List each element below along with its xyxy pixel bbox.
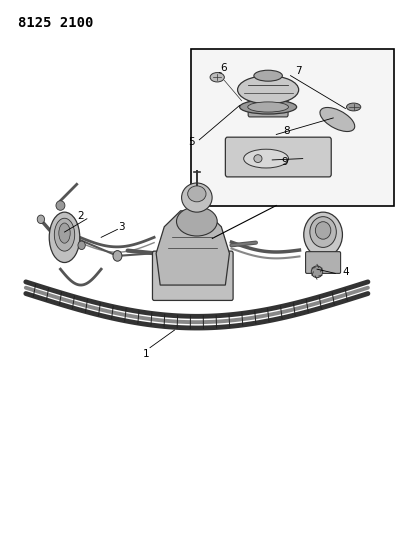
Text: 6: 6 <box>220 63 226 72</box>
FancyBboxPatch shape <box>305 252 340 273</box>
Ellipse shape <box>253 155 261 163</box>
Ellipse shape <box>346 103 360 111</box>
Ellipse shape <box>309 216 335 247</box>
Text: 3: 3 <box>118 222 124 232</box>
Ellipse shape <box>319 108 354 132</box>
Ellipse shape <box>209 72 224 82</box>
Ellipse shape <box>181 183 211 212</box>
Ellipse shape <box>176 207 217 236</box>
Ellipse shape <box>37 215 45 223</box>
Ellipse shape <box>187 186 205 202</box>
Ellipse shape <box>243 149 288 168</box>
FancyBboxPatch shape <box>225 137 330 177</box>
Ellipse shape <box>247 102 288 112</box>
FancyBboxPatch shape <box>247 94 288 117</box>
Ellipse shape <box>54 218 74 251</box>
Ellipse shape <box>310 266 322 278</box>
Ellipse shape <box>49 212 80 263</box>
Ellipse shape <box>253 70 282 81</box>
Ellipse shape <box>58 223 70 243</box>
Ellipse shape <box>239 100 296 114</box>
Ellipse shape <box>315 222 330 239</box>
Ellipse shape <box>237 76 298 104</box>
Ellipse shape <box>78 241 85 249</box>
Ellipse shape <box>56 201 65 211</box>
Text: 2: 2 <box>77 211 84 221</box>
Polygon shape <box>156 211 229 285</box>
Text: 5: 5 <box>188 137 195 147</box>
Bar <box>190 49 393 206</box>
Ellipse shape <box>113 251 121 261</box>
Text: 4: 4 <box>342 267 348 277</box>
Text: 1: 1 <box>142 349 149 359</box>
Text: 8125 2100: 8125 2100 <box>18 16 93 30</box>
Text: 7: 7 <box>294 67 301 76</box>
Text: 8: 8 <box>283 126 289 136</box>
FancyBboxPatch shape <box>152 251 233 301</box>
Text: 9: 9 <box>281 157 287 166</box>
Ellipse shape <box>303 212 342 257</box>
